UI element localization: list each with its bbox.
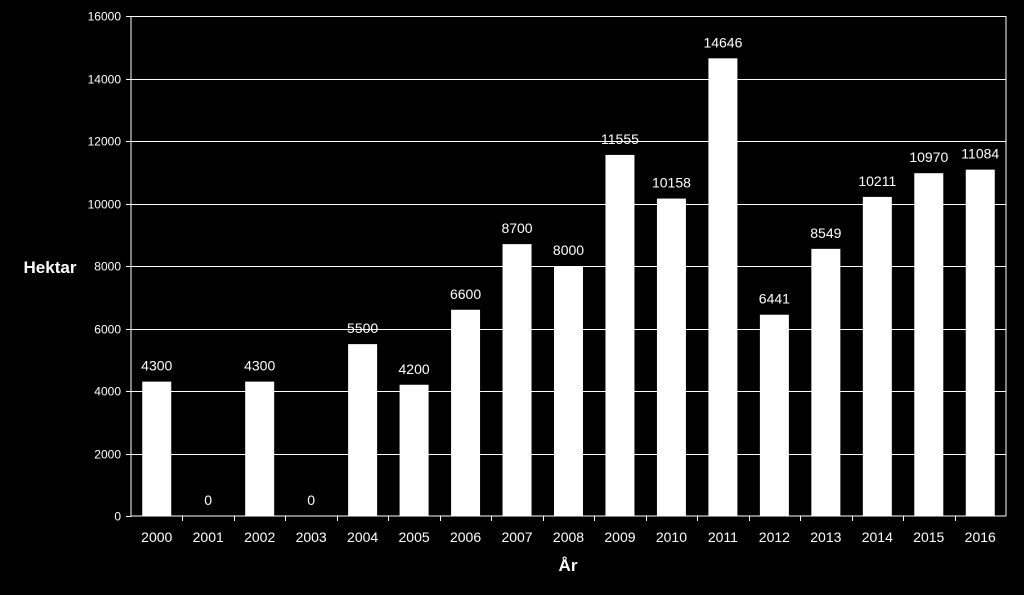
x-tick-label: 2007 xyxy=(501,529,532,545)
y-tick-label: 4000 xyxy=(94,385,121,399)
bar xyxy=(656,198,686,516)
data-label: 11084 xyxy=(961,146,999,162)
data-labels: 4300 0 4300 0 5500 4200 6600 8700 8000 11555 10158… xyxy=(141,34,999,508)
data-label: 10158 xyxy=(652,175,691,191)
data-label: 4200 xyxy=(399,361,430,377)
x-tick-label: 2014 xyxy=(862,529,893,545)
bar xyxy=(862,196,892,516)
x-tick-label: 2010 xyxy=(656,529,687,545)
y-tick-label: 2000 xyxy=(94,448,121,462)
data-label: 11555 xyxy=(601,131,639,147)
x-tick-label: 2001 xyxy=(193,529,224,545)
data-label: 5500 xyxy=(347,320,378,336)
bar xyxy=(502,244,532,516)
y-tick-label: 6000 xyxy=(94,323,121,337)
x-tick-label: 2013 xyxy=(810,529,841,545)
data-label: 14646 xyxy=(703,34,742,50)
bar xyxy=(708,58,738,516)
data-label: 4300 xyxy=(244,358,275,374)
bar xyxy=(142,381,172,516)
x-axis-ticks: 2000 2001 2002 2003 2004 2005 2006 2007 2008 2009… xyxy=(141,516,996,545)
x-tick-label: 2011 xyxy=(708,529,738,545)
data-label: 8549 xyxy=(810,225,841,241)
data-label: 10970 xyxy=(909,149,948,165)
bar xyxy=(245,381,275,516)
data-label: 0 xyxy=(307,492,315,508)
y-tick-label: 10000 xyxy=(88,198,122,212)
bars xyxy=(142,58,995,516)
y-tick-label: 14000 xyxy=(88,73,122,87)
bar xyxy=(759,314,789,516)
x-tick-label: 2002 xyxy=(244,529,275,545)
y-tick-label: 8000 xyxy=(94,260,121,274)
data-label: 4300 xyxy=(141,358,172,374)
data-label: 0 xyxy=(204,492,212,508)
y-tick-label: 16000 xyxy=(88,10,122,24)
x-tick-label: 2006 xyxy=(450,529,481,545)
data-label: 10211 xyxy=(858,173,896,189)
x-tick-label: 2003 xyxy=(296,529,327,545)
data-label: 8000 xyxy=(553,242,584,258)
y-axis-ticks: 0 2000 4000 6000 8000 10000 12000 14000 16000 xyxy=(88,10,131,524)
x-tick-label: 2005 xyxy=(399,529,430,545)
x-tick-label: 2009 xyxy=(604,529,635,545)
bar xyxy=(554,266,583,516)
y-axis-title: Hektar xyxy=(24,258,77,277)
bar xyxy=(965,169,995,516)
data-label: 8700 xyxy=(501,220,532,236)
x-tick-label: 2008 xyxy=(553,529,584,545)
bar xyxy=(605,154,635,516)
y-tick-label: 12000 xyxy=(88,135,122,149)
x-tick-label: 2000 xyxy=(141,529,172,545)
x-tick-label: 2016 xyxy=(965,529,996,545)
x-tick-label: 2012 xyxy=(759,529,790,545)
x-axis-title: År xyxy=(559,556,578,575)
y-tick-label: 0 xyxy=(114,510,121,524)
bar xyxy=(811,248,841,516)
bar xyxy=(451,309,481,516)
x-tick-label: 2004 xyxy=(347,529,378,545)
bar xyxy=(914,173,944,516)
data-label: 6600 xyxy=(450,286,481,302)
x-tick-label: 2015 xyxy=(913,529,944,545)
bar xyxy=(348,344,378,516)
data-label: 6441 xyxy=(759,291,790,307)
bar xyxy=(399,384,429,516)
